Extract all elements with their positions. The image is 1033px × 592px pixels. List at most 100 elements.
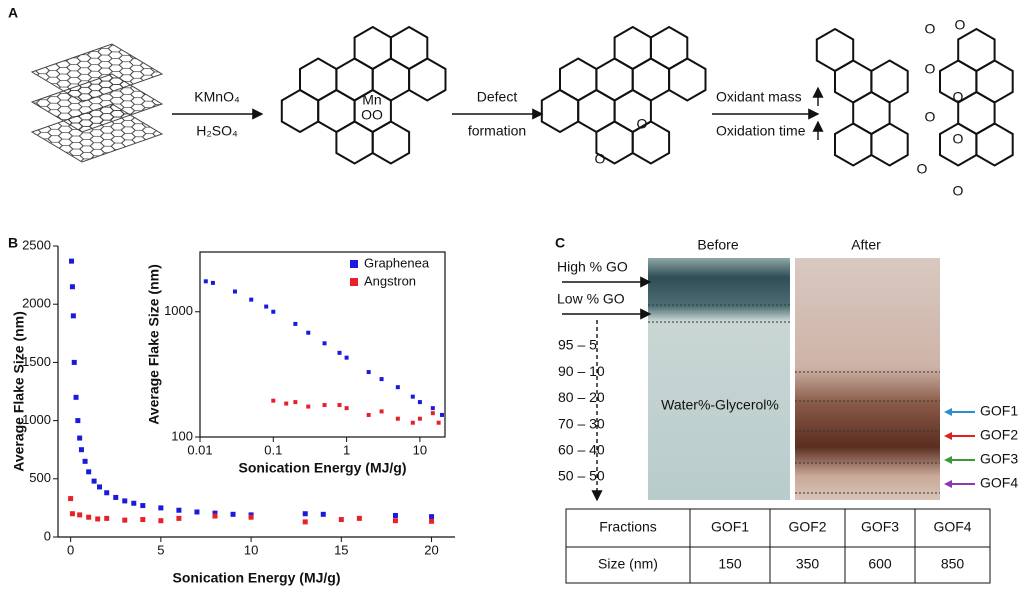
atom-label: O [953,89,964,105]
ring [871,124,907,166]
data-point [431,411,435,415]
data-point [323,341,327,345]
ring [542,90,578,132]
data-point [396,417,400,421]
atom-label: O [595,151,606,167]
ratio-label: 60 – 40 [558,442,605,458]
ring [373,122,409,164]
condition: Oxidant mass [716,89,802,105]
table-cell: GOF4 [933,519,971,535]
data-point [437,421,441,425]
data-point [411,421,415,425]
atom-label: OO [361,107,383,123]
data-point [440,413,444,417]
data-point [271,310,275,314]
x-axis-label: Sonication Energy (MJ/g) [172,570,340,586]
data-point [380,377,384,381]
figure: AKMnO₄H₂SO₄MnOODefectformationOOOxidant … [0,0,1033,592]
photo-caption: Before [697,237,738,253]
data-point [79,447,84,452]
fraction-label: GOF4 [980,475,1018,491]
data-point [194,509,199,514]
ring [336,122,372,164]
atom-label: O [925,21,936,37]
y-axis-label: Average Flake Size (nm) [11,311,27,472]
data-point [122,498,127,503]
data-point [249,298,253,302]
fraction-label: GOF1 [980,403,1018,419]
data-point [68,496,73,501]
data-point [345,356,349,360]
fraction-arrow-head [944,456,952,464]
data-point [176,508,181,513]
data-point [204,279,208,283]
x-tick-label: 20 [424,542,438,557]
data-point [113,495,118,500]
atom-label: O [953,131,964,147]
data-point [306,405,310,409]
data-point [86,515,91,520]
data-point [418,417,422,421]
data-point [77,436,82,441]
data-point [77,512,82,517]
data-point [104,516,109,521]
x-tick-label: 5 [157,542,164,557]
data-point [131,501,136,506]
data-point [74,395,79,400]
data-point [323,403,327,407]
data-point [418,400,422,404]
layer-label: High % GO [557,259,628,275]
data-point [431,406,435,410]
y-tick-label: 2000 [22,296,51,311]
ratio-label: 95 – 5 [558,337,597,353]
atom-label: O [917,161,928,177]
data-point [339,517,344,522]
data-point [380,409,384,413]
data-point [95,516,100,521]
atom-label: O [953,183,964,199]
table-cell: 150 [718,556,742,572]
solvent-label: Water%-Glycerol% [661,397,779,413]
table-cell: GOF3 [861,519,899,535]
data-point [69,259,74,264]
atom-label: O [955,17,966,33]
panel-label: B [8,235,18,251]
table-cell: GOF1 [711,519,749,535]
table-cell: 850 [941,556,965,572]
legend-label: Angstron [364,273,416,288]
x-tick-label: 15 [334,542,348,557]
atom-label: O [925,109,936,125]
data-point [337,351,341,355]
ring [976,124,1012,166]
data-point [97,484,102,489]
table-cell: Fractions [599,519,657,535]
data-point [411,395,415,399]
fraction-label: GOF2 [980,427,1018,443]
data-point [92,479,97,484]
data-point [86,469,91,474]
atom-label: O [637,116,648,132]
x-tick-label: 0.01 [187,442,212,457]
data-point [104,490,109,495]
y-axis-label: Average Flake Size (nm) [146,264,162,425]
data-point [75,418,80,423]
photo-caption: After [851,237,881,253]
data-point [306,331,310,335]
fraction-arrow-head [944,432,952,440]
data-point [264,305,268,309]
data-point [284,402,288,406]
atom-label: O [925,61,936,77]
y-tick-label: 1000 [164,303,193,318]
data-point [158,505,163,510]
step-label: formation [468,123,526,139]
data-point [345,406,349,410]
y-tick-label: 100 [171,428,193,443]
table-cell: 600 [868,556,892,572]
data-point [71,313,76,318]
table-cell: 350 [796,556,820,572]
data-point [396,385,400,389]
data-point [367,370,371,374]
data-point [429,514,434,519]
data-point [231,512,236,517]
x-tick-label: 10 [413,442,427,457]
